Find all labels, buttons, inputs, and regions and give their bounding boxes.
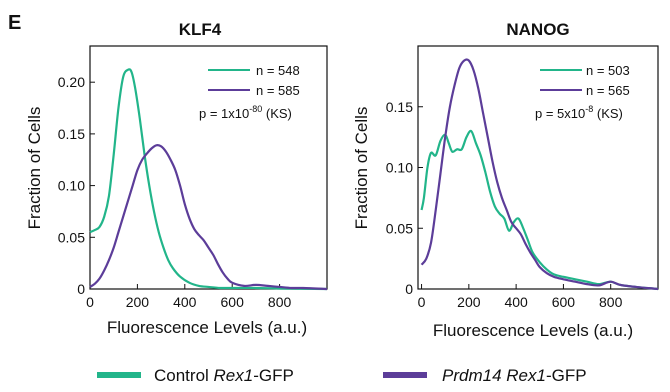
x-tick-label: 400 [173, 294, 197, 310]
bottom-legend-label-control: Control Rex1-GFP [154, 366, 294, 385]
y-tick-label: 0.10 [58, 178, 85, 194]
x-tick-label: 600 [221, 294, 245, 310]
x-tick-label: 0 [418, 294, 426, 310]
x-tick-label: 200 [126, 294, 150, 310]
x-tick-label: 800 [599, 294, 623, 310]
chart-title: NANOG [506, 20, 569, 39]
bottom-legend-label-prdm14: Prdm14 Rex1-GFP [442, 366, 587, 385]
x-tick-label: 800 [268, 294, 292, 310]
x-axis-label: Fluorescence Levels (a.u.) [433, 321, 633, 340]
x-tick-label: 400 [504, 294, 528, 310]
y-tick-label: 0 [405, 281, 413, 297]
y-tick-label: 0.20 [58, 74, 85, 90]
x-tick-label: 200 [457, 294, 481, 310]
y-tick-label: 0.15 [58, 126, 85, 142]
p-value-annotation: p = 1x10-80 (KS) [199, 104, 292, 121]
x-tick-label: 0 [86, 294, 94, 310]
legend-label: n = 565 [586, 83, 630, 98]
series-line-control [90, 69, 327, 289]
y-axis-label: Fraction of Cells [25, 107, 44, 230]
chart-klf4: KLF4 0 200 400 600 800 0 0.05 0.10 0.15 0.20 Fluore… [25, 20, 327, 337]
x-tick-label: 600 [552, 294, 576, 310]
y-tick-label: 0.15 [386, 99, 413, 115]
panel-label: E [8, 12, 21, 34]
series-line-control [422, 131, 658, 289]
y-tick-label: 0.05 [58, 229, 85, 245]
p-value-annotation: p = 5x10-8 (KS) [535, 104, 623, 121]
chart-nanog: NANOG 0 200 400 600 800 0 0.05 0.10 0.15 Fluoresce… [352, 20, 658, 340]
bottom-legend: Control Rex1-GFP Prdm14 Rex1-GFP [97, 366, 587, 385]
y-tick-label: 0.05 [386, 220, 413, 236]
y-tick-label: 0 [77, 281, 85, 297]
y-axis-label: Fraction of Cells [352, 107, 371, 230]
legend-label: n = 503 [586, 63, 630, 78]
legend-label: n = 548 [256, 63, 300, 78]
legend-label: n = 585 [256, 83, 300, 98]
x-axis-label: Fluorescence Levels (a.u.) [107, 318, 307, 337]
chart-title: KLF4 [179, 20, 222, 39]
series-line-prdm14 [90, 145, 327, 289]
y-tick-label: 0.10 [386, 160, 413, 176]
